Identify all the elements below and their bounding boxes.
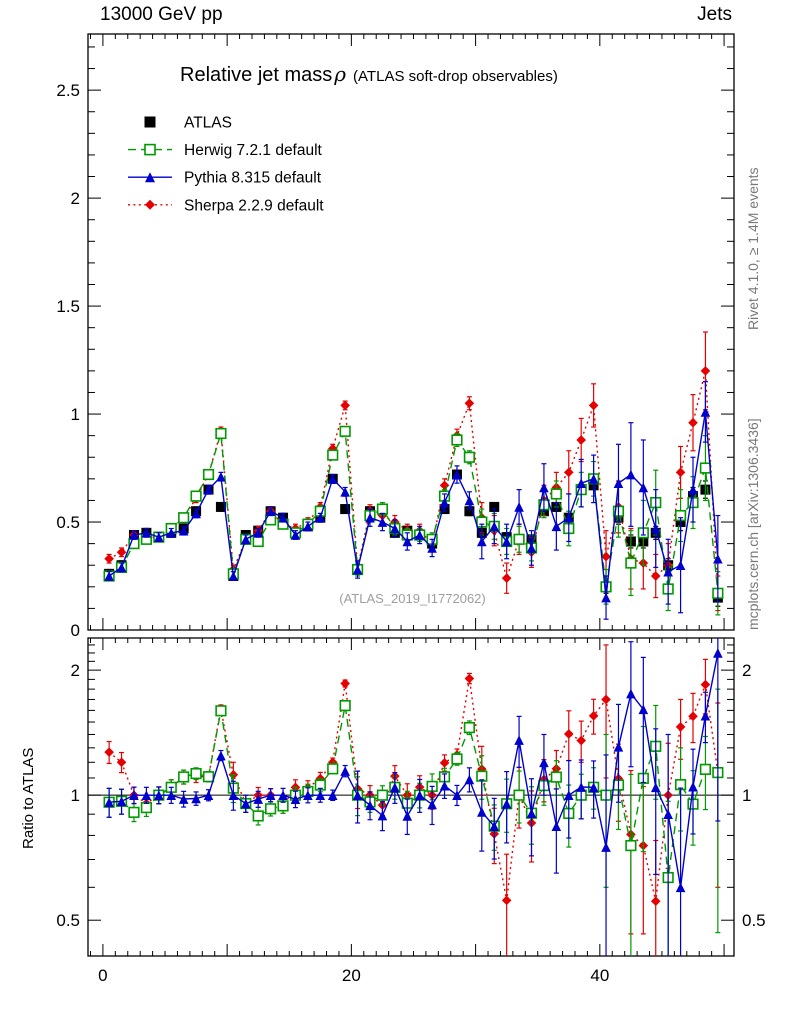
analysis-id-watermark: (ATLAS_2019_I1772062) [339,591,486,606]
main-panel-frame [87,33,735,631]
line-herwig-main [108,428,719,594]
markers-atlas-main [104,469,723,603]
error-bars-herwig-main [106,426,721,616]
legend-label-pythia: Pythia 8.315 default [184,170,322,187]
ratio-panel-frame [87,637,735,957]
svg-text:40: 40 [590,966,609,985]
svg-text:1: 1 [742,786,751,805]
line-pythia-main [108,411,719,598]
svg-text:0: 0 [71,621,80,640]
svg-text:20: 20 [342,966,361,985]
axes-ticks [88,34,734,956]
legend-label-sherpa: Sherpa 2.2.9 default [184,197,324,214]
legend-label-atlas: ATLAS [184,115,232,132]
svg-text:2.5: 2.5 [56,81,80,100]
chart-title: Relative jet mass ρ (ATLAS soft-drop obser… [180,62,558,86]
legend-label-herwig: Herwig 7.2.1 default [184,142,323,159]
svg-text:0.5: 0.5 [742,911,766,930]
series-pythia-main [104,381,723,620]
line-herwig-ratio [109,705,719,878]
markers-pythia-ratio [104,648,723,893]
svg-text:1: 1 [71,786,80,805]
legend-item-pythia: Pythia 8.315 default [128,170,322,187]
error-bars-sherpa-main [106,331,721,612]
analysis-group-label: Jets [697,4,732,25]
legend-item-atlas: ATLAS [144,115,232,132]
legend-marker-atlas [144,116,156,128]
legend-marker-herwig [144,143,156,156]
legend-item-herwig: Herwig 7.2.1 default [128,142,323,159]
svg-text:2: 2 [71,661,80,680]
mcplots-reference-note: mcplots.cern.ch [arXiv:1306.3436] [745,418,761,630]
line-pythia-ratio [109,652,719,888]
svg-text:0.5: 0.5 [56,513,80,532]
legend-marker-pythia [145,172,155,183]
rivet-version-note: Rivet 4.1.0, ≥ 1.4M events [745,167,761,330]
axis-tick-labels: 00.511.522.50.5 0.51 12 20 20 40 [56,81,765,985]
beam-energy-label: 13000 GeV pp [100,4,223,25]
legend: ATLAS Herwig 7.2.1 default Pythia 8.315 de… [128,115,324,214]
chart-title-text: Relative jet mass ρ (ATLAS soft-drop obser… [180,62,558,86]
svg-text:2: 2 [742,661,751,680]
svg-text:1: 1 [71,405,80,424]
markers-sherpa-ratio [104,673,723,906]
series-sherpa-main [104,331,723,612]
svg-text:0: 0 [98,966,107,985]
markers-pythia-main [104,407,723,603]
ratio-axis-label: Ratio to ATLAS [20,747,37,849]
series-pythia-ratio [104,638,723,956]
svg-text:2: 2 [71,189,80,208]
legend-item-sherpa: Sherpa 2.2.9 default [128,197,324,214]
legend-marker-sherpa [145,199,155,210]
series-herwig-ratio [103,688,724,956]
svg-text:1.5: 1.5 [56,297,80,316]
svg-text:0.5: 0.5 [56,911,80,930]
series-herwig-main [103,425,724,616]
